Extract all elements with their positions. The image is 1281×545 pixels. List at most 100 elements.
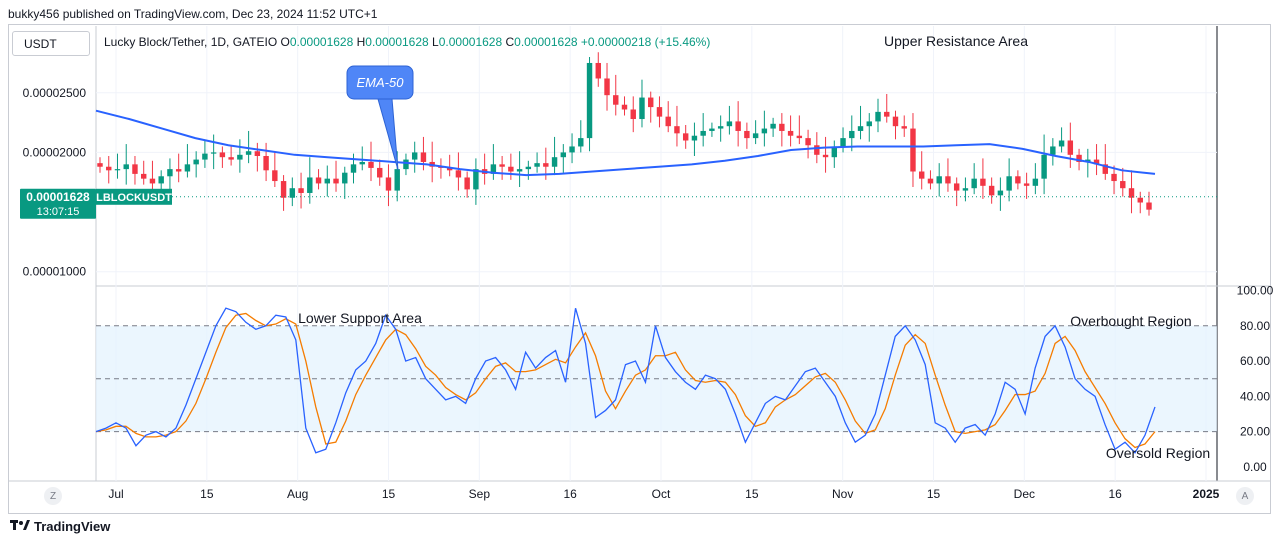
candle-down [1120, 181, 1126, 189]
candle-down [901, 126, 907, 129]
candle-up [551, 157, 558, 167]
candle-down [744, 130, 750, 139]
candle-down [621, 104, 628, 110]
candle-down [919, 171, 925, 179]
candle-up [289, 188, 296, 198]
candle-down [1093, 159, 1100, 165]
candle-up [752, 133, 759, 139]
candle-up [1006, 176, 1012, 191]
candle-down [420, 152, 427, 162]
stoch-d-line [95, 312, 1156, 449]
candle-up [114, 169, 121, 171]
lower-support-label: Lower Support Area [298, 310, 422, 326]
candle-up [726, 121, 733, 127]
high-label: H [356, 35, 366, 49]
candle-down [884, 111, 890, 117]
candle-up [962, 188, 969, 191]
stoch-tick-label: 80.00 [1240, 319, 1270, 333]
candle-down [455, 170, 462, 178]
oversold-label: Oversold Region [1106, 445, 1210, 461]
tradingview-logo-icon [10, 519, 30, 534]
candle-down [910, 128, 916, 172]
candle-down [595, 62, 601, 79]
open-value: 0.00001628 [289, 35, 354, 49]
stoch-tick-label: 0.00 [1243, 460, 1267, 474]
candle-up [359, 161, 365, 165]
publisher-line: bukky456 published on TradingView.com, D… [8, 7, 378, 21]
candle-up [849, 130, 855, 139]
time-tick-label: 15 [382, 487, 396, 501]
candle-down [149, 178, 156, 184]
ticker-badge-box [96, 188, 172, 205]
candle-down [648, 97, 654, 108]
candle-up [709, 128, 715, 131]
candle-down [1111, 173, 1117, 182]
candle-down [97, 163, 103, 167]
price-tick-label: 0.00001000 [23, 265, 87, 279]
candle-down [1146, 202, 1152, 210]
candle-down [682, 133, 689, 141]
candle-up [516, 169, 523, 172]
candle-up [831, 146, 838, 158]
candle-down [1015, 176, 1021, 184]
candle-down [988, 185, 995, 196]
candle-down [263, 156, 269, 171]
candle-down [892, 116, 899, 127]
candle-down [508, 166, 514, 172]
candle-down [674, 126, 680, 134]
overbought-label: Overbought Region [1070, 313, 1191, 329]
stoch-tick-label: 100.00 [1237, 284, 1274, 298]
time-tick-label: Nov [832, 487, 853, 501]
candle-down [953, 183, 960, 191]
candle-up [184, 164, 191, 172]
time-tick-label: Aug [287, 487, 308, 501]
candle-down [665, 116, 671, 127]
upper-resistance-label: Upper Resistance Area [884, 33, 1028, 49]
candle-up [123, 164, 129, 170]
candle-up [534, 163, 540, 167]
candle-up [1050, 146, 1056, 155]
time-tick-label: Sep [469, 487, 491, 501]
price-tick-label: 0.00002000 [23, 145, 87, 159]
price-tick-label: 0.00002500 [23, 86, 87, 100]
time-tick-label: 15 [745, 487, 759, 501]
open-label: O [280, 35, 290, 49]
auto-scale-a-button[interactable]: A [1236, 487, 1254, 505]
ema-callout-label: EMA-50 [357, 75, 405, 90]
candle-up [936, 176, 942, 184]
candle-down [822, 154, 829, 158]
candle-down [368, 161, 374, 168]
candle-up [167, 169, 173, 177]
candle-up [324, 178, 330, 184]
candle-up [411, 152, 418, 160]
stoch-k-line [95, 307, 1156, 454]
time-tick-label: Dec [1014, 487, 1035, 501]
candle-down [1102, 164, 1109, 174]
ema-callout-pointer [377, 98, 399, 171]
candle-down [604, 78, 610, 96]
candle-up [1032, 178, 1039, 186]
candle-down [927, 178, 934, 184]
time-tick-label: 16 [563, 487, 577, 501]
candle-down [1076, 154, 1082, 162]
price-badge-countdown: 13:07:15 [37, 206, 80, 218]
close-label: C [505, 35, 515, 49]
candle-up [1041, 154, 1047, 179]
candle-up [237, 154, 243, 160]
candle-down [464, 177, 470, 190]
candle-up [525, 166, 532, 170]
candle-down [945, 176, 951, 184]
currency-selector[interactable]: USDT [12, 31, 90, 56]
close-value: 0.00001628 [514, 35, 578, 49]
timezone-z-button[interactable]: Z [44, 487, 62, 505]
candle-up [245, 151, 252, 155]
ema50-line [95, 109, 1156, 177]
candle-up [202, 153, 208, 160]
candle-down [805, 138, 811, 146]
candle-down [543, 163, 549, 167]
candle-down [219, 152, 226, 158]
candle-down [1128, 188, 1135, 198]
candle-up [761, 128, 768, 134]
low-label: L [432, 35, 439, 49]
